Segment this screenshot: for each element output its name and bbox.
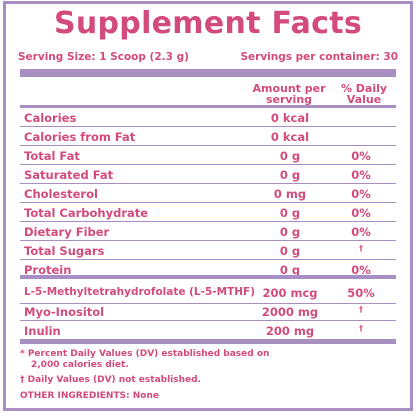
amount-per-serving-header: Amount per serving xyxy=(252,82,326,106)
serving-info: Serving Size: 1 Scoop (2.3 g) Servings p… xyxy=(18,51,398,65)
servings-per-container: Servings per container: 30 xyxy=(240,51,398,63)
nutrient-name: Dietary Fiber xyxy=(24,225,110,239)
row-divider xyxy=(20,258,396,260)
nutrient-name: Total Fat xyxy=(24,149,80,163)
row-divider xyxy=(20,220,396,222)
nutrient-row: Total Sugars 0 g † xyxy=(20,241,396,260)
nutrient-row: Saturated Fat 0 g 0% xyxy=(20,165,396,184)
nutrient-daily-value: 0% xyxy=(351,187,371,201)
row-divider xyxy=(20,182,396,184)
nutrient-daily-value: 0% xyxy=(351,206,371,220)
nutrient-row: Myo-Inositol 2000 mg † xyxy=(20,302,396,321)
nutrient-amount: 0 g xyxy=(279,225,301,239)
nutrient-daily-value: 0% xyxy=(351,225,371,239)
nutrient-row: Total Carbohydrate 0 g 0% xyxy=(20,203,396,222)
nutrient-row: Calories from Fat 0 kcal xyxy=(20,127,396,146)
row-divider xyxy=(20,239,396,241)
thick-divider-bottom xyxy=(20,339,396,344)
nutrient-row: Calories 0 kcal xyxy=(20,108,396,127)
nutrient-amount: 0 g xyxy=(279,244,301,258)
row-divider xyxy=(20,125,396,127)
thick-divider-top xyxy=(20,69,396,77)
nutrient-name: Cholesterol xyxy=(24,187,98,201)
percent-dv-footnote: * Percent Daily Values (DV) established … xyxy=(20,349,270,370)
nutrient-amount: 0 kcal xyxy=(270,111,310,125)
nutrient-name: Total Carbohydrate xyxy=(24,206,149,220)
nutrient-daily-value: † xyxy=(359,324,363,333)
nutrient-row: L-5-Methyltetrahydrofolate (L-5-MTHF) 200… xyxy=(20,283,396,304)
nutrient-daily-value: 0% xyxy=(351,263,371,277)
row-divider xyxy=(20,275,396,279)
nutrient-row: Cholesterol 0 mg 0% xyxy=(20,184,396,203)
nutrient-daily-value: † xyxy=(359,305,363,314)
nutrient-amount: 0 g xyxy=(279,263,301,277)
supplement-facts-panel: Supplement Facts Serving Size: 1 Scoop (… xyxy=(3,1,413,411)
nutrient-name: L-5-Methyltetrahydrofolate (L-5-MTHF) xyxy=(24,286,256,298)
nutrient-name: Protein xyxy=(24,263,72,277)
nutrient-amount: 0 mg xyxy=(273,187,307,201)
nutrient-name: Total Sugars xyxy=(24,244,105,258)
nutrient-amount: 0 g xyxy=(279,168,301,182)
nutrient-row: Dietary Fiber 0 g 0% xyxy=(20,222,396,241)
nutrient-row: Inulin 200 mg † xyxy=(20,321,396,340)
row-divider xyxy=(20,201,396,203)
nutrient-daily-value: † xyxy=(359,244,363,253)
nutrient-amount: 0 kcal xyxy=(270,130,310,144)
row-divider xyxy=(20,144,396,146)
nutrient-amount: 2000 mg xyxy=(261,305,319,319)
nutrient-amount: 200 mg xyxy=(265,324,315,338)
dv-not-established-footnote: † Daily Values (DV) not established. xyxy=(20,375,201,385)
nutrient-daily-value: 0% xyxy=(351,168,371,182)
nutrient-amount: 200 mcg xyxy=(262,286,318,300)
daily-value-header: % Daily Value xyxy=(340,82,388,106)
nutrient-name: Calories from Fat xyxy=(24,130,136,144)
nutrient-name: Calories xyxy=(24,111,77,125)
row-divider xyxy=(20,319,396,321)
panel-title: Supplement Facts xyxy=(53,6,363,41)
serving-size: Serving Size: 1 Scoop (2.3 g) xyxy=(18,51,189,63)
header-divider xyxy=(20,105,396,108)
nutrient-amount: 0 g xyxy=(279,149,301,163)
nutrient-name: Inulin xyxy=(24,324,61,338)
other-ingredients: OTHER INGREDIENTS: None xyxy=(20,391,159,401)
nutrient-daily-value: 50% xyxy=(347,286,375,300)
nutrient-amount: 0 g xyxy=(279,206,301,220)
nutrient-name: Saturated Fat xyxy=(24,168,114,182)
nutrient-name: Myo-Inositol xyxy=(24,305,105,319)
nutrient-daily-value: 0% xyxy=(351,149,371,163)
nutrient-row: Total Fat 0 g 0% xyxy=(20,146,396,165)
row-divider xyxy=(20,163,396,165)
row-divider xyxy=(20,302,396,304)
nutrient-row: Protein 0 g 0% xyxy=(20,260,396,279)
